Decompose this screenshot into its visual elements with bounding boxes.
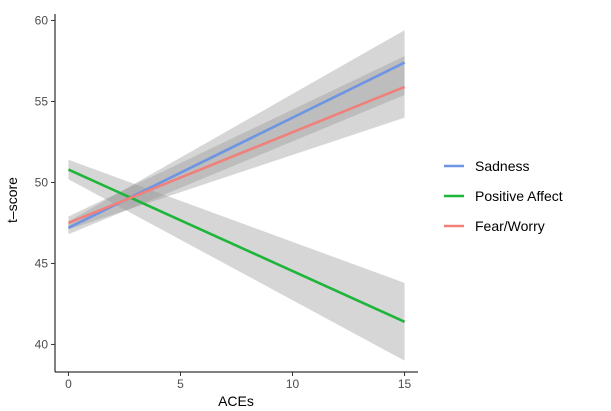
x-axis-title: ACEs: [218, 393, 254, 409]
y-tick-label: 55: [35, 94, 49, 108]
legend-label-0: Sadness: [475, 158, 529, 174]
y-tick-label: 40: [35, 337, 49, 351]
legend-label-2: Fear/Worry: [475, 218, 545, 234]
x-tick-label: 10: [286, 377, 300, 391]
confidence-bands: [68, 30, 405, 361]
x-tick-label: 5: [177, 377, 184, 391]
series-line-1: [67, 168, 406, 323]
y-tick-label: 50: [35, 175, 49, 189]
confidence-band-0: [68, 30, 405, 235]
y-axis-title: t–score: [4, 177, 20, 223]
y-tick-label: 60: [35, 13, 49, 27]
series-lines: [67, 61, 406, 323]
y-tick-label: 45: [35, 256, 49, 270]
axes: [51, 14, 418, 376]
confidence-band-1: [68, 159, 405, 361]
series-line-2: [67, 85, 406, 225]
x-tick-label: 15: [398, 377, 412, 391]
legend-label-1: Positive Affect: [475, 188, 563, 204]
tick-labels: 0 5 10 15 40 45 50 55 60: [35, 13, 412, 391]
x-tick-label: 0: [65, 377, 72, 391]
legend: Sadness Positive Affect Fear/Worry: [444, 158, 563, 234]
